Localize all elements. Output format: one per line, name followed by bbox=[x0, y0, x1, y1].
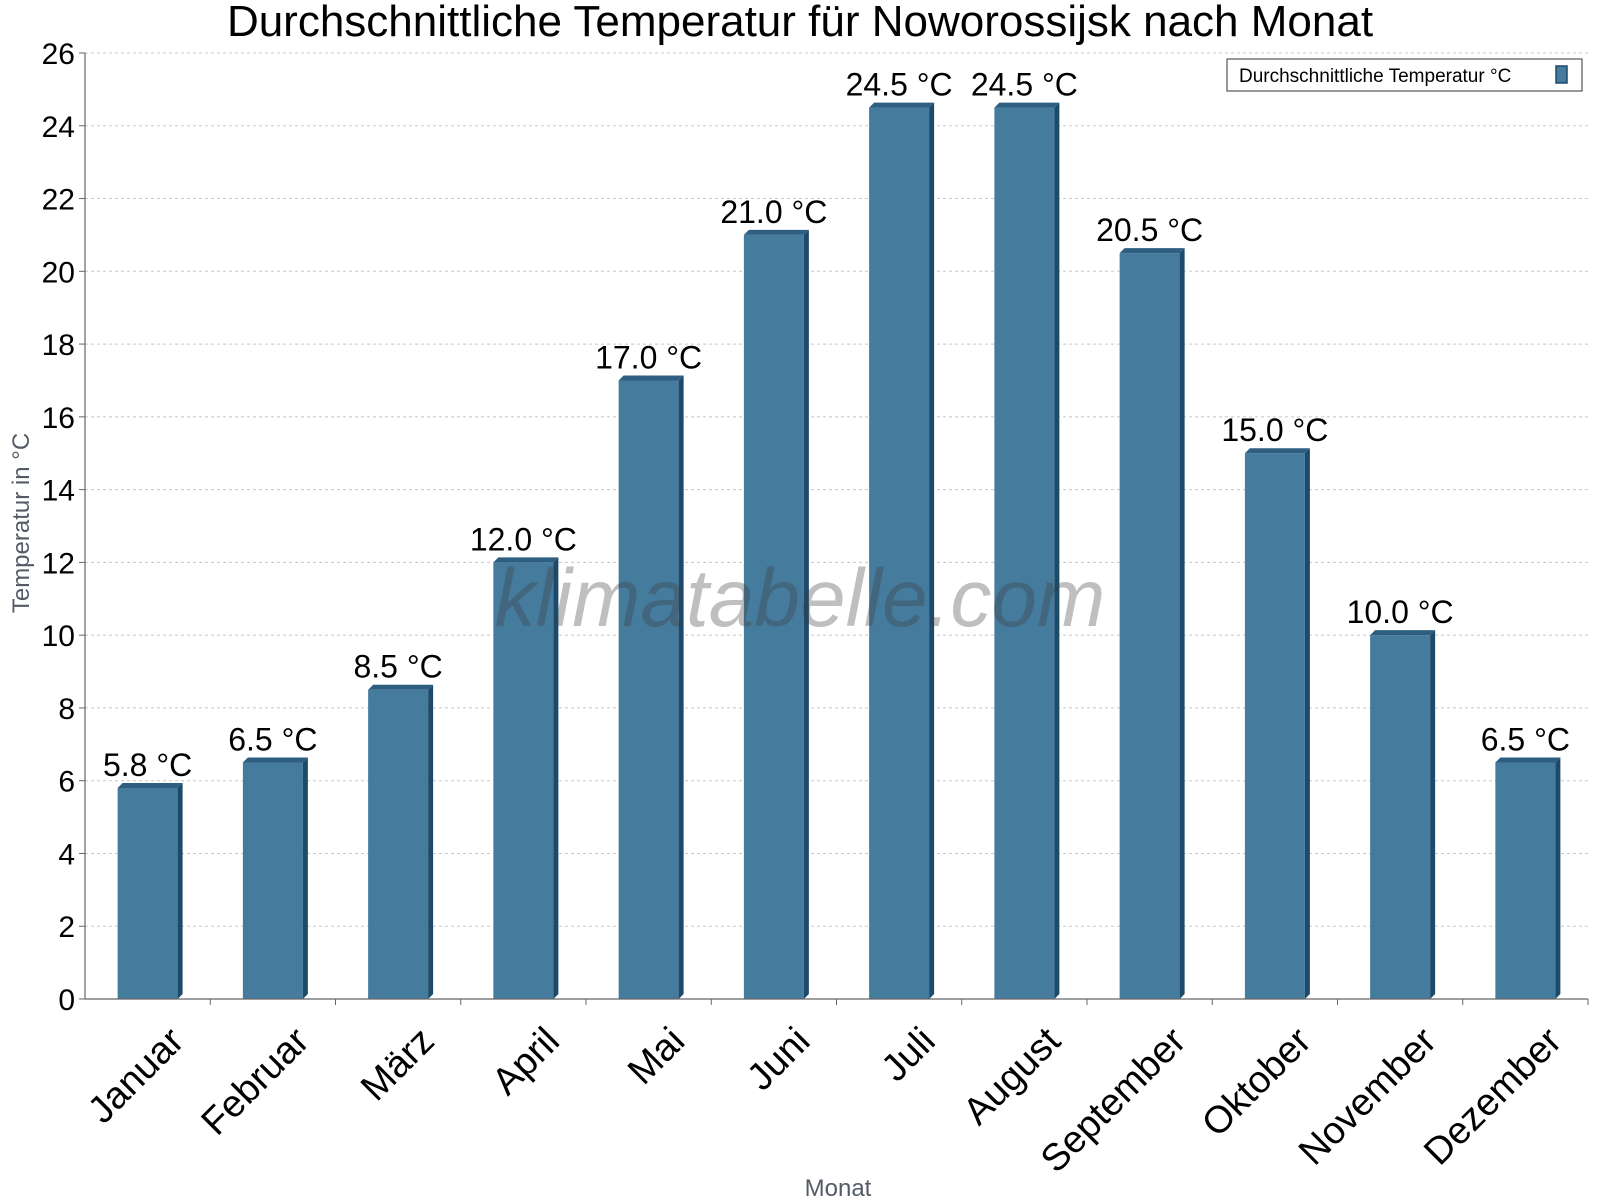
bar-top bbox=[117, 782, 183, 788]
bar-side bbox=[1304, 448, 1310, 999]
x-tick-label: August bbox=[956, 1020, 1070, 1134]
bar bbox=[493, 557, 559, 999]
bar-top bbox=[1244, 448, 1310, 454]
bar-top bbox=[1370, 630, 1436, 636]
legend-box bbox=[1226, 58, 1583, 92]
grid-lines bbox=[85, 52, 1588, 927]
data-label: 5.8 °C bbox=[103, 747, 192, 783]
data-label: 12.0 °C bbox=[470, 521, 577, 557]
bar-front bbox=[743, 234, 804, 999]
bar-top bbox=[368, 684, 434, 690]
y-tick-label: 22 bbox=[42, 184, 75, 217]
y-tick-label: 0 bbox=[58, 984, 75, 1017]
bar-side bbox=[553, 557, 559, 999]
axes bbox=[79, 52, 1589, 1005]
bar-front bbox=[1244, 453, 1305, 999]
bar bbox=[1370, 630, 1436, 999]
bar-side bbox=[678, 375, 684, 999]
y-tick-label: 6 bbox=[58, 766, 75, 799]
x-tick-label: Januar bbox=[80, 1020, 192, 1132]
x-tick-label: Juni bbox=[739, 1020, 818, 1099]
bar bbox=[743, 229, 809, 999]
bar-top bbox=[1119, 248, 1185, 254]
bar-top bbox=[618, 375, 684, 381]
legend-label: Durchschnittliche Temperatur °C bbox=[1239, 66, 1511, 87]
bar-front bbox=[1370, 635, 1431, 999]
x-axis-title: Monat bbox=[805, 1175, 872, 1200]
bar-front bbox=[1119, 253, 1180, 1000]
y-tick-label: 8 bbox=[58, 693, 75, 726]
bar-top bbox=[242, 757, 308, 763]
data-label: 17.0 °C bbox=[595, 339, 702, 375]
y-tick-label: 14 bbox=[42, 475, 75, 508]
y-tick-label: 24 bbox=[42, 111, 75, 144]
bar bbox=[618, 375, 684, 999]
bar bbox=[368, 684, 434, 999]
y-tick-label: 4 bbox=[58, 838, 75, 871]
y-tick-label: 26 bbox=[42, 38, 75, 71]
bar bbox=[242, 757, 308, 999]
legend-swatch bbox=[1555, 65, 1568, 84]
data-label: 24.5 °C bbox=[846, 67, 953, 103]
bar bbox=[994, 102, 1060, 1000]
bar-top bbox=[493, 557, 559, 563]
watermark: klimatabelle.com bbox=[495, 553, 1106, 644]
data-label: 10.0 °C bbox=[1347, 594, 1454, 630]
x-tick-label: Juli bbox=[874, 1020, 944, 1090]
y-tick-label: 2 bbox=[58, 911, 75, 944]
x-tick-label: April bbox=[484, 1020, 567, 1103]
bar bbox=[1119, 248, 1185, 1000]
bar-side bbox=[803, 229, 809, 999]
data-label: 21.0 °C bbox=[720, 194, 827, 230]
y-tick-label: 18 bbox=[42, 329, 75, 362]
x-tick-label: März bbox=[353, 1020, 442, 1109]
bar-front bbox=[493, 562, 554, 999]
bar-side bbox=[929, 102, 935, 1000]
y-tick-label: 20 bbox=[42, 256, 75, 289]
bar-top bbox=[994, 102, 1060, 108]
bar-front bbox=[618, 380, 679, 999]
x-tick-label: Dezember bbox=[1416, 1020, 1570, 1174]
bar-side bbox=[1430, 630, 1436, 999]
bar-front bbox=[869, 107, 930, 1000]
bar-side bbox=[177, 782, 183, 999]
bar bbox=[117, 782, 183, 999]
data-labels: 5.8 °C 6.5 °C 8.5 °C 12.0 °C 17.0 °C 21.0 °C 2… bbox=[103, 67, 1570, 783]
bar-side bbox=[1555, 757, 1561, 999]
data-label: 8.5 °C bbox=[353, 649, 442, 685]
bar-side bbox=[1179, 248, 1185, 1000]
bar-front bbox=[242, 762, 303, 999]
bar-front bbox=[368, 689, 429, 999]
bar-side bbox=[302, 757, 308, 999]
x-tick-labels: Januar Februar März April Mai Juni Juli AugustS… bbox=[80, 1020, 1570, 1181]
chart-title: Durchschnittliche Temperatur für Noworos… bbox=[227, 0, 1373, 46]
y-axis-title: Temperatur in °C bbox=[8, 433, 35, 613]
data-label: 6.5 °C bbox=[1481, 722, 1570, 758]
bar-side bbox=[1054, 102, 1060, 1000]
bar bbox=[1244, 448, 1310, 999]
data-label: 20.5 °C bbox=[1096, 212, 1203, 248]
bar bbox=[869, 102, 935, 1000]
x-tick-label: Februar bbox=[194, 1020, 318, 1144]
bar-side bbox=[428, 684, 434, 999]
bar-front bbox=[994, 107, 1055, 1000]
legend: Durchschnittliche Temperatur °C bbox=[1226, 58, 1583, 92]
bar-front bbox=[1495, 762, 1556, 999]
y-tick-label: 16 bbox=[42, 402, 75, 435]
x-tick-label: Oktober bbox=[1194, 1020, 1320, 1146]
bar bbox=[1495, 757, 1561, 999]
data-label: 24.5 °C bbox=[971, 67, 1078, 103]
data-label: 6.5 °C bbox=[228, 722, 317, 758]
bar-front bbox=[117, 787, 178, 999]
bar-top bbox=[1495, 757, 1561, 763]
data-label: 15.0 °C bbox=[1221, 412, 1328, 448]
x-tick-label: Mai bbox=[620, 1020, 693, 1093]
bar-top bbox=[743, 229, 809, 235]
y-tick-label: 10 bbox=[42, 620, 75, 653]
bars bbox=[117, 102, 1561, 1000]
bar-top bbox=[869, 102, 935, 108]
y-tick-label: 12 bbox=[42, 547, 75, 580]
